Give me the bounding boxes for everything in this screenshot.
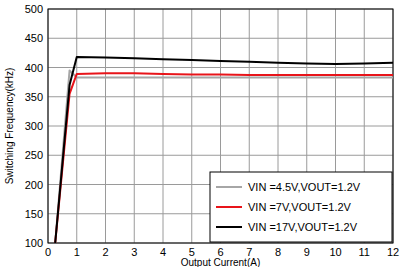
chart: 0123456789101112100150200250300350400450…: [0, 0, 406, 267]
y-grid-line: [48, 96, 393, 97]
x-tick-label: 9: [304, 246, 310, 258]
y-tick-label: 400: [25, 62, 43, 74]
legend-box: [210, 172, 392, 242]
x-tick-label: 12: [387, 246, 399, 258]
x-tick-label: 11: [359, 246, 370, 258]
legend: VIN =4.5V,VOUT=1.2V VIN =7V,VOUT=1.2V VIN …: [210, 172, 392, 242]
y-tick-label: 450: [25, 32, 43, 44]
x-tick-label: 1: [74, 246, 80, 258]
x-tick-label: 8: [275, 246, 281, 258]
x-tick-label: 4: [160, 246, 166, 258]
x-tick-label: 0: [45, 246, 51, 258]
legend-swatch: [216, 226, 242, 228]
y-grid-line: [48, 67, 393, 68]
x-tick-label: 2: [102, 246, 108, 258]
y-grid-line: [48, 38, 393, 39]
y-tick-label: 100: [25, 237, 43, 249]
y-grid-line: [48, 155, 393, 156]
y-tick-label: 150: [25, 208, 43, 220]
x-axis-label: Output Current(A): [181, 257, 260, 267]
series-group: [55, 57, 393, 243]
plot-frame: [48, 9, 393, 243]
series-line: [55, 70, 393, 243]
y-axis-label: Switching Frequency(kHz): [4, 68, 15, 185]
legend-swatch: [216, 206, 242, 208]
y-tick-label: 200: [25, 179, 43, 191]
legend-label: VIN =7V,VOUT=1.2V: [248, 201, 352, 213]
series-line: [55, 57, 393, 243]
legend-swatch: [216, 186, 242, 188]
x-tick-label: 3: [131, 246, 137, 258]
y-tick-label: 500: [25, 3, 43, 15]
y-tick-label: 300: [25, 120, 43, 132]
x-tick-label: 10: [329, 246, 341, 258]
legend-label: VIN =17V,VOUT=1.2V: [248, 221, 358, 233]
y-tick-label: 250: [25, 149, 43, 161]
series-line: [55, 73, 393, 243]
legend-label: VIN =4.5V,VOUT=1.2V: [248, 181, 361, 193]
y-grid-line: [48, 126, 393, 127]
y-tick-label: 350: [25, 91, 43, 103]
